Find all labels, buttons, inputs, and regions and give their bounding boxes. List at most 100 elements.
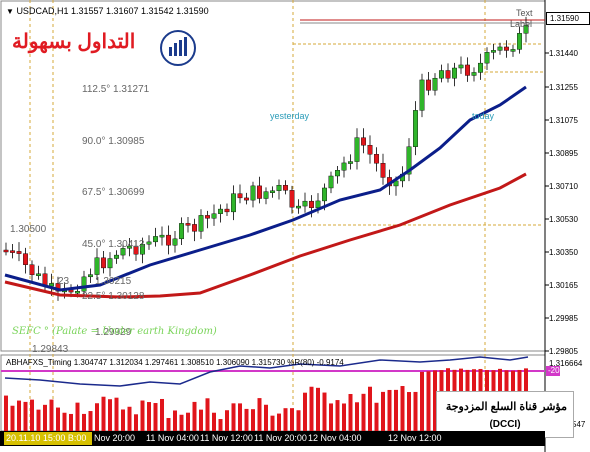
candle-body — [380, 163, 386, 178]
candle-body — [491, 50, 496, 53]
indicator-line — [4, 356, 529, 387]
histogram-bar — [173, 410, 177, 431]
fib-level: 22.5° 1.30128 — [82, 291, 145, 302]
candle-body — [523, 25, 529, 34]
candle-body — [419, 79, 425, 111]
price-axis-label: 1.29805 — [549, 347, 578, 356]
candle-body — [484, 52, 490, 64]
candle-body — [94, 257, 100, 275]
candle-body — [367, 145, 373, 155]
histogram-bar — [199, 409, 203, 431]
candle-body — [296, 205, 301, 209]
histogram-bar — [387, 389, 392, 431]
histogram-bar — [166, 418, 171, 431]
candle-body — [101, 257, 106, 269]
fib-partial-label: 1.30215 — [95, 276, 132, 287]
candle-body — [23, 253, 28, 265]
time-axis-label: 11 Nov 04:00 — [146, 433, 199, 443]
candle-body — [218, 208, 223, 214]
price-axis-label: 1.31255 — [549, 83, 578, 92]
histogram-bar — [56, 407, 60, 431]
candle-body — [211, 213, 217, 219]
candle-body — [3, 249, 9, 253]
candle-body — [244, 197, 249, 201]
histogram-bar — [101, 396, 106, 431]
text-object[interactable]: Text — [516, 8, 533, 18]
histogram-bar — [368, 386, 372, 431]
fib-partial-label: 1.29929 — [95, 327, 132, 338]
collapse-triangle-icon[interactable]: ▼ — [6, 7, 14, 16]
indicator-header: ABHAFXS_Timing 1.304747 1.312034 1.29746… — [6, 358, 344, 367]
dcci-caption-box: مؤشر قناة السلع المزدوجة (DCCI) — [436, 391, 574, 438]
candle-body — [107, 258, 113, 269]
candle-body — [510, 49, 516, 52]
fib-level: 67.5° 1.30699 — [82, 187, 145, 198]
histogram-bar — [160, 398, 164, 431]
histogram-bar — [309, 386, 314, 431]
candle-body — [88, 274, 93, 278]
candle-body — [120, 248, 126, 256]
histogram-bar — [335, 400, 340, 431]
candle-body — [192, 224, 197, 232]
histogram-bar — [30, 399, 34, 431]
histogram-bar — [329, 403, 333, 431]
histogram-bar — [264, 404, 268, 431]
histogram-bar — [192, 401, 197, 431]
candle-body — [341, 162, 347, 171]
sefc-annotation[interactable]: SEFC ° (Palate = Under earth Kingdom) — [12, 326, 217, 337]
candle-body — [250, 185, 256, 201]
candle-body — [361, 137, 366, 146]
price-axis-label: 1.30895 — [549, 149, 578, 158]
candle-body — [335, 170, 340, 177]
time-axis — [0, 431, 545, 446]
histogram-bar — [212, 412, 216, 431]
candle-body — [179, 223, 184, 240]
candle-body — [55, 283, 61, 292]
histogram-bar — [88, 411, 93, 431]
candle-body — [133, 245, 139, 255]
candle-body — [159, 234, 165, 238]
histogram-bar — [374, 402, 379, 431]
candle-body — [478, 62, 483, 73]
histogram-bar — [62, 412, 67, 431]
price-axis-label: 1.30710 — [549, 182, 578, 191]
histogram-bar — [361, 393, 366, 431]
histogram-bar — [134, 414, 138, 431]
candle-body — [75, 291, 80, 294]
candle-body — [172, 238, 178, 246]
price-axis-label: 1.30530 — [549, 215, 578, 224]
candle-body — [517, 33, 522, 50]
candle-body — [406, 146, 412, 175]
candle-body — [452, 67, 457, 79]
indicator-right-value: 1.316664 — [549, 359, 583, 368]
histogram-bar — [342, 403, 346, 431]
candle-body — [283, 185, 288, 191]
histogram-bar — [75, 402, 80, 431]
logo-text: التداول بسهولة — [12, 31, 136, 53]
candle-body — [439, 70, 444, 79]
fib-level: 45.0° 1.30413 — [82, 239, 145, 250]
candle-body — [166, 234, 171, 246]
candle-body — [328, 175, 334, 189]
histogram-bar — [283, 408, 288, 431]
candle-body — [114, 254, 119, 259]
candle-body — [257, 185, 262, 199]
logo-bars-icon — [160, 30, 196, 66]
histogram-bar — [381, 391, 385, 431]
candle-body — [140, 244, 145, 255]
today-caption: today — [472, 111, 495, 121]
time-axis-selected[interactable]: 20.11.10 15:00 B:00 — [4, 432, 92, 445]
histogram-bar — [316, 387, 320, 431]
price-axis-label: 1.29985 — [549, 314, 578, 323]
histogram-bar — [322, 392, 327, 431]
histogram-bar — [270, 415, 275, 431]
candle-body — [231, 193, 236, 213]
histogram-bar — [69, 413, 73, 431]
candle-body — [16, 251, 22, 254]
candlestick-series — [3, 16, 529, 301]
fib-level: 112.5° 1.31271 — [82, 84, 150, 95]
label-object[interactable]: Label — [510, 19, 533, 29]
histogram-bar — [244, 408, 249, 431]
